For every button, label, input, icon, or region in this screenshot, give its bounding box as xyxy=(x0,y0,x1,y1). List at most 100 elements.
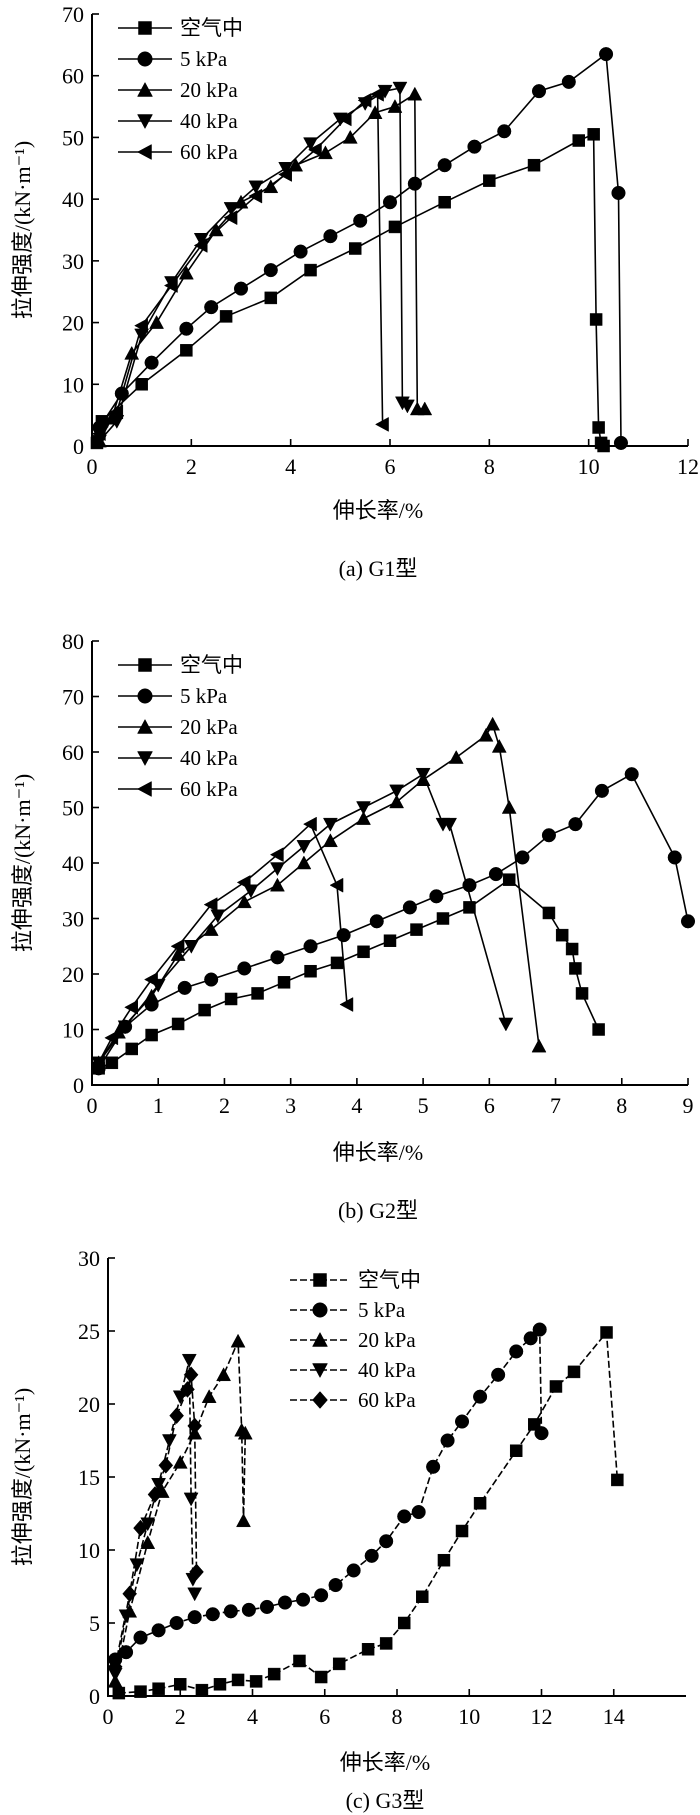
data-point xyxy=(169,1407,184,1425)
series-2 xyxy=(91,767,696,1076)
data-point xyxy=(361,1643,375,1656)
series-4 xyxy=(107,1353,203,1682)
data-point xyxy=(532,1322,547,1337)
data-point xyxy=(611,185,626,201)
x-tick-label: 3 xyxy=(285,1093,296,1118)
data-point xyxy=(369,914,384,929)
data-point xyxy=(569,962,582,975)
data-point xyxy=(491,1367,506,1382)
data-point xyxy=(198,1003,211,1017)
y-tick-label: 80 xyxy=(62,629,84,654)
legend-marker xyxy=(137,114,153,130)
data-point xyxy=(375,416,389,432)
y-tick-label: 70 xyxy=(62,2,84,27)
x-tick-label: 12 xyxy=(677,454,699,479)
data-point xyxy=(174,1678,187,1691)
panel-caption: (c) G3型 xyxy=(346,1788,425,1813)
data-point xyxy=(223,210,238,226)
x-tick-label: 0 xyxy=(87,1093,98,1118)
data-point xyxy=(204,972,219,987)
data-point xyxy=(267,1667,281,1681)
data-point xyxy=(572,134,585,147)
data-point xyxy=(259,1599,275,1614)
data-point xyxy=(329,877,344,893)
data-point xyxy=(205,1607,220,1622)
data-point xyxy=(402,900,417,915)
y-tick-label: 5 xyxy=(89,1611,100,1636)
y-tick-label: 40 xyxy=(62,187,84,212)
data-point xyxy=(195,1683,209,1697)
data-point xyxy=(201,1389,217,1403)
data-point xyxy=(332,1657,346,1671)
data-point xyxy=(397,1509,412,1524)
data-point xyxy=(509,1344,524,1359)
data-point xyxy=(592,421,605,434)
y-tick-label: 20 xyxy=(62,962,84,987)
x-tick-label: 6 xyxy=(385,454,396,479)
data-point xyxy=(467,139,482,154)
data-point xyxy=(304,263,317,277)
chart-panel-g3: 0 2 4 6 8 10 12 14 0 5 10 15 20 25 30 伸长率/% 拉伸强度/(kN·m⁻¹… xyxy=(10,1246,686,1813)
data-point xyxy=(397,1616,411,1630)
data-point xyxy=(288,157,304,172)
data-point xyxy=(541,828,556,843)
y-tick-label: 30 xyxy=(62,907,84,932)
data-point xyxy=(304,964,317,978)
data-point xyxy=(230,1333,246,1348)
data-point xyxy=(236,894,252,909)
data-point xyxy=(448,750,464,764)
data-point xyxy=(483,174,496,187)
data-point xyxy=(303,816,317,832)
legend-marker xyxy=(137,51,153,67)
data-point xyxy=(293,1654,306,1668)
data-point xyxy=(415,767,431,782)
data-point xyxy=(219,310,233,323)
x-tick-label: 9 xyxy=(683,1093,694,1118)
chart-panel-g2: 0 1 2 3 4 5 6 7 8 9 0 10 20 30 40 50 60 70 80 伸长率/% 拉伸强度/(kN… xyxy=(10,629,696,1223)
y-tick-label: 60 xyxy=(62,64,84,89)
data-point xyxy=(542,906,556,920)
data-point xyxy=(210,909,226,924)
data-point xyxy=(379,1637,393,1650)
data-point xyxy=(442,817,458,832)
data-point xyxy=(178,265,194,280)
data-point xyxy=(277,1595,293,1610)
data-point xyxy=(270,877,285,892)
data-point xyxy=(307,142,322,158)
data-point xyxy=(680,914,696,929)
legend-marker xyxy=(312,1331,328,1347)
y-tick-label: 70 xyxy=(62,685,84,710)
data-point xyxy=(399,399,415,414)
legend-label: 5 kPa xyxy=(180,684,228,708)
data-point xyxy=(237,1425,253,1440)
data-point xyxy=(567,1365,581,1379)
data-point xyxy=(172,1390,188,1405)
data-point xyxy=(322,833,338,848)
y-tick-label: 30 xyxy=(78,1246,100,1271)
data-point xyxy=(328,1577,343,1593)
data-point xyxy=(135,378,148,391)
x-tick-label: 6 xyxy=(484,1093,495,1118)
x-tick-label: 8 xyxy=(484,454,495,479)
data-point xyxy=(236,875,251,890)
legend-label: 5 kPa xyxy=(180,47,228,71)
legend-label: 60 kPa xyxy=(180,777,238,801)
x-tick-label: 2 xyxy=(175,1704,186,1729)
data-point xyxy=(392,81,408,96)
data-point xyxy=(357,945,370,959)
data-point xyxy=(587,128,600,141)
data-point xyxy=(667,850,682,865)
data-point xyxy=(549,1380,563,1393)
data-point xyxy=(151,1478,166,1492)
data-point xyxy=(133,1519,148,1537)
data-point xyxy=(163,278,178,293)
data-point xyxy=(426,1459,441,1474)
data-point xyxy=(527,158,541,172)
data-point xyxy=(370,86,384,102)
legend-label: 40 kPa xyxy=(358,1358,416,1382)
data-point xyxy=(379,1534,394,1549)
y-tick-label: 50 xyxy=(62,125,84,150)
legend-label: 60 kPa xyxy=(358,1388,416,1412)
data-point xyxy=(169,1615,184,1631)
data-point xyxy=(488,867,504,882)
